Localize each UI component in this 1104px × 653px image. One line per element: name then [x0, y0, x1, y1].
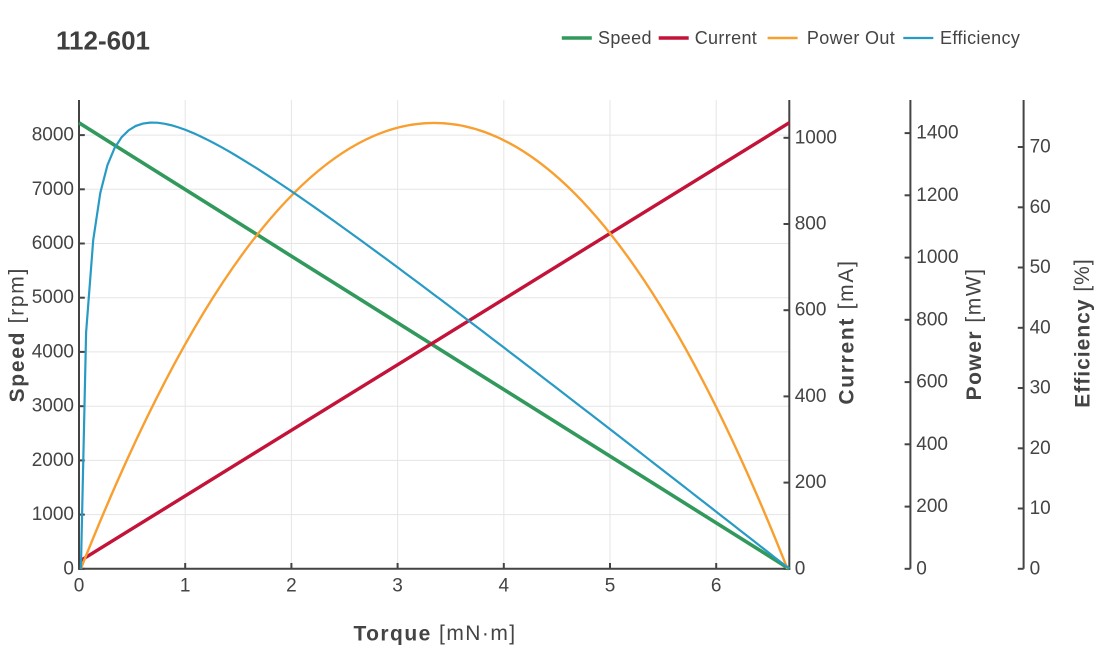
svg-text:Power Out: Power Out: [807, 28, 895, 48]
svg-text:10: 10: [1030, 498, 1051, 519]
svg-text:0: 0: [74, 576, 85, 597]
svg-text:5: 5: [605, 576, 616, 597]
svg-text:1200: 1200: [916, 185, 958, 206]
svg-text:Power [mW]: Power [mW]: [963, 268, 986, 401]
svg-text:200: 200: [916, 496, 948, 517]
svg-text:0: 0: [63, 558, 74, 579]
svg-text:600: 600: [795, 300, 827, 321]
svg-text:Current: Current: [695, 28, 757, 48]
svg-text:4000: 4000: [32, 341, 74, 362]
svg-text:400: 400: [795, 386, 827, 407]
svg-text:Speed: Speed: [598, 28, 652, 48]
svg-text:6: 6: [711, 576, 722, 597]
svg-text:2: 2: [286, 576, 297, 597]
svg-text:40: 40: [1030, 317, 1051, 338]
svg-text:4: 4: [499, 576, 510, 597]
svg-text:3: 3: [392, 576, 403, 597]
svg-text:Efficiency [%]: Efficiency [%]: [1071, 258, 1094, 407]
svg-text:0: 0: [795, 558, 806, 579]
svg-text:0: 0: [1030, 558, 1041, 579]
svg-text:800: 800: [916, 309, 948, 330]
svg-text:0: 0: [916, 558, 927, 579]
svg-text:Speed [rpm]: Speed [rpm]: [6, 267, 29, 402]
svg-text:1000: 1000: [32, 504, 74, 525]
svg-text:50: 50: [1030, 257, 1051, 278]
svg-text:400: 400: [916, 434, 948, 455]
svg-text:1000: 1000: [795, 127, 837, 148]
svg-text:60: 60: [1030, 197, 1051, 218]
svg-text:70: 70: [1030, 137, 1051, 158]
svg-text:20: 20: [1030, 438, 1051, 459]
svg-text:600: 600: [916, 372, 948, 393]
svg-text:112-601: 112-601: [56, 26, 150, 56]
svg-text:8000: 8000: [32, 125, 74, 146]
svg-text:Torque [mN·m]: Torque [mN·m]: [353, 622, 516, 645]
svg-text:1400: 1400: [916, 123, 958, 144]
svg-text:7000: 7000: [32, 179, 74, 200]
svg-text:1000: 1000: [916, 247, 958, 268]
svg-text:2000: 2000: [32, 450, 74, 471]
svg-text:800: 800: [795, 214, 827, 235]
svg-text:5000: 5000: [32, 287, 74, 308]
svg-text:30: 30: [1030, 378, 1051, 399]
svg-text:Efficiency: Efficiency: [940, 28, 1020, 48]
svg-text:6000: 6000: [32, 233, 74, 254]
svg-text:1: 1: [180, 576, 191, 597]
svg-text:200: 200: [795, 472, 827, 493]
svg-text:3000: 3000: [32, 396, 74, 417]
svg-text:Current [mA]: Current [mA]: [835, 259, 858, 404]
